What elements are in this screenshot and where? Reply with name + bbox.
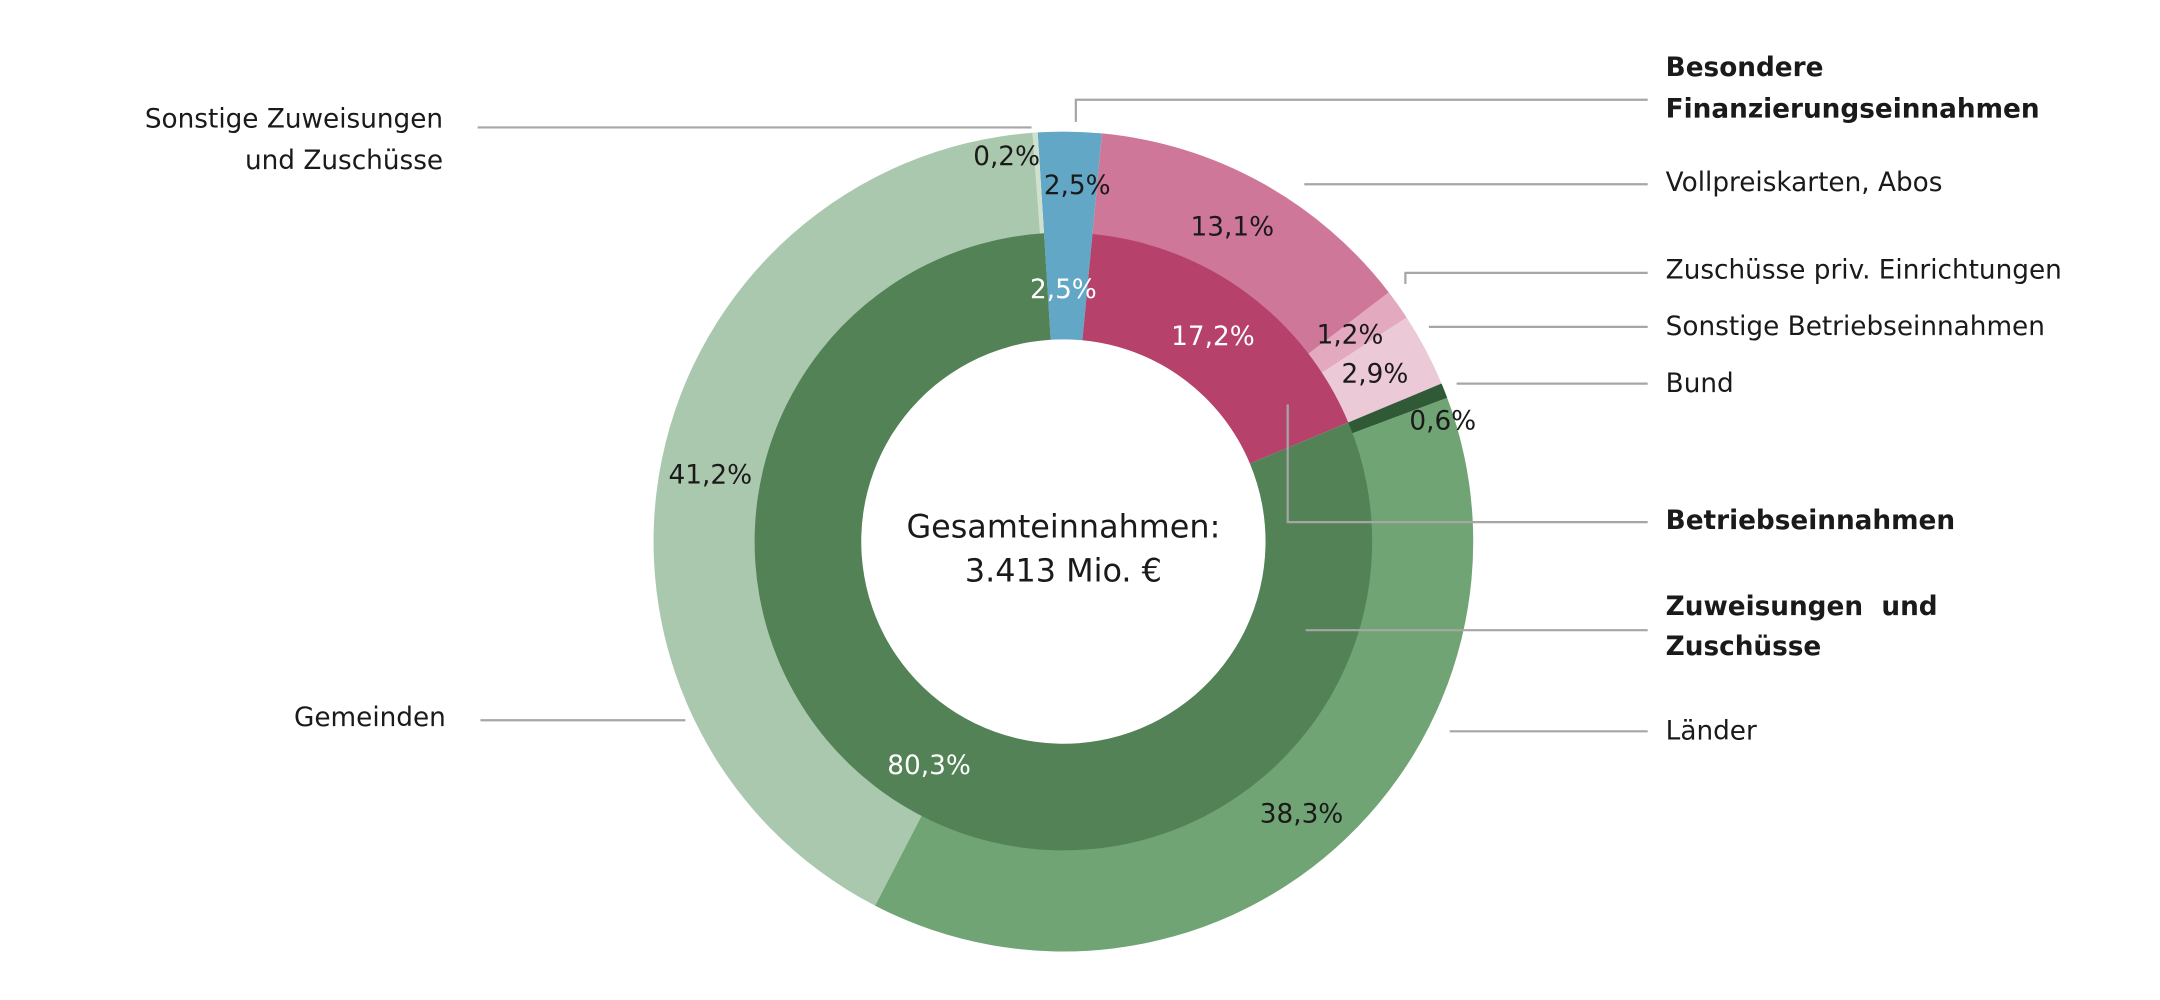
callout-zuweisungen-2: Zuschüsse <box>1666 632 1822 662</box>
outer-slice-besondere-finanzierungseinnahmen <box>1037 131 1102 236</box>
callout-sonstige-betrieb: Sonstige Betriebseinnahmen <box>1666 312 2045 342</box>
inner-slice-betriebseinnahmen <box>1082 234 1349 464</box>
pct-sonstige-betrieb: 2,9% <box>1342 359 1409 389</box>
callout-laender: Länder <box>1666 717 1757 747</box>
pct-zuweisungen: 80,3% <box>887 751 971 781</box>
pct-besondere-inner: 2,5% <box>1030 275 1097 305</box>
leader-besondere <box>1074 98 1648 122</box>
center-value: 3.413 Mio. € <box>965 552 1162 590</box>
callout-besondere-1: Besondere <box>1666 53 1824 83</box>
pct-gemeinden: 41,2% <box>669 460 753 490</box>
callout-gemeinden: Gemeinden <box>294 703 446 733</box>
leader-zuschuesse-priv <box>1404 271 1648 284</box>
leader-lines <box>477 98 1648 733</box>
callout-vollpreis: Vollpreiskarten, Abos <box>1666 168 1943 198</box>
callout-zuschuesse-priv: Zuschüsse priv. Einrichtungen <box>1666 255 2062 285</box>
inner-slice-zuweisungen-und-zuschüsse <box>754 233 1373 851</box>
center-title: Gesamteinnahmen: <box>906 507 1220 545</box>
pct-sonstige-zuweisungen: 0,2% <box>973 142 1040 172</box>
inner-slice-besondere-finanzierungseinnahmen <box>1043 232 1093 341</box>
leader-betriebseinnahmen <box>1286 404 1648 524</box>
pct-zuschuesse-priv: 1,2% <box>1317 320 1384 350</box>
arcs <box>653 131 1474 952</box>
callout-besondere-2: Finanzierungseinnahmen <box>1666 95 2040 125</box>
outer-slice-länder <box>875 397 1474 952</box>
callout-zuweisungen-1: Zuweisungen und <box>1666 592 1938 622</box>
outer-slice-sonstige-zuweisungen-und-zuschüsse <box>1032 132 1045 235</box>
callout-sonstige-zuweisungen-1: Sonstige Zuweisungen <box>145 104 443 134</box>
pct-laender: 38,3% <box>1260 800 1344 830</box>
pct-betriebseinnahmen: 17,2% <box>1171 322 1255 352</box>
callout-bund: Bund <box>1666 369 1734 399</box>
callout-sonstige-zuweisungen-2: und Zuschüsse <box>245 146 443 176</box>
outer-slice-bund <box>1347 383 1448 434</box>
outer-slice-zuschüsse-priv-einrichtungen <box>1307 292 1407 374</box>
outer-slice-vollpreiskarten-abos <box>1092 133 1389 355</box>
outer-slice-gemeinden <box>653 132 1041 906</box>
pct-vollpreis: 13,1% <box>1191 212 1275 242</box>
pct-bund: 0,6% <box>1409 406 1476 436</box>
pct-besondere-outer: 2,5% <box>1044 171 1111 201</box>
outer-slice-sonstige-betriebseinnahmen <box>1320 317 1442 423</box>
callout-betriebseinnahmen: Betriebseinnahmen <box>1666 506 1955 536</box>
